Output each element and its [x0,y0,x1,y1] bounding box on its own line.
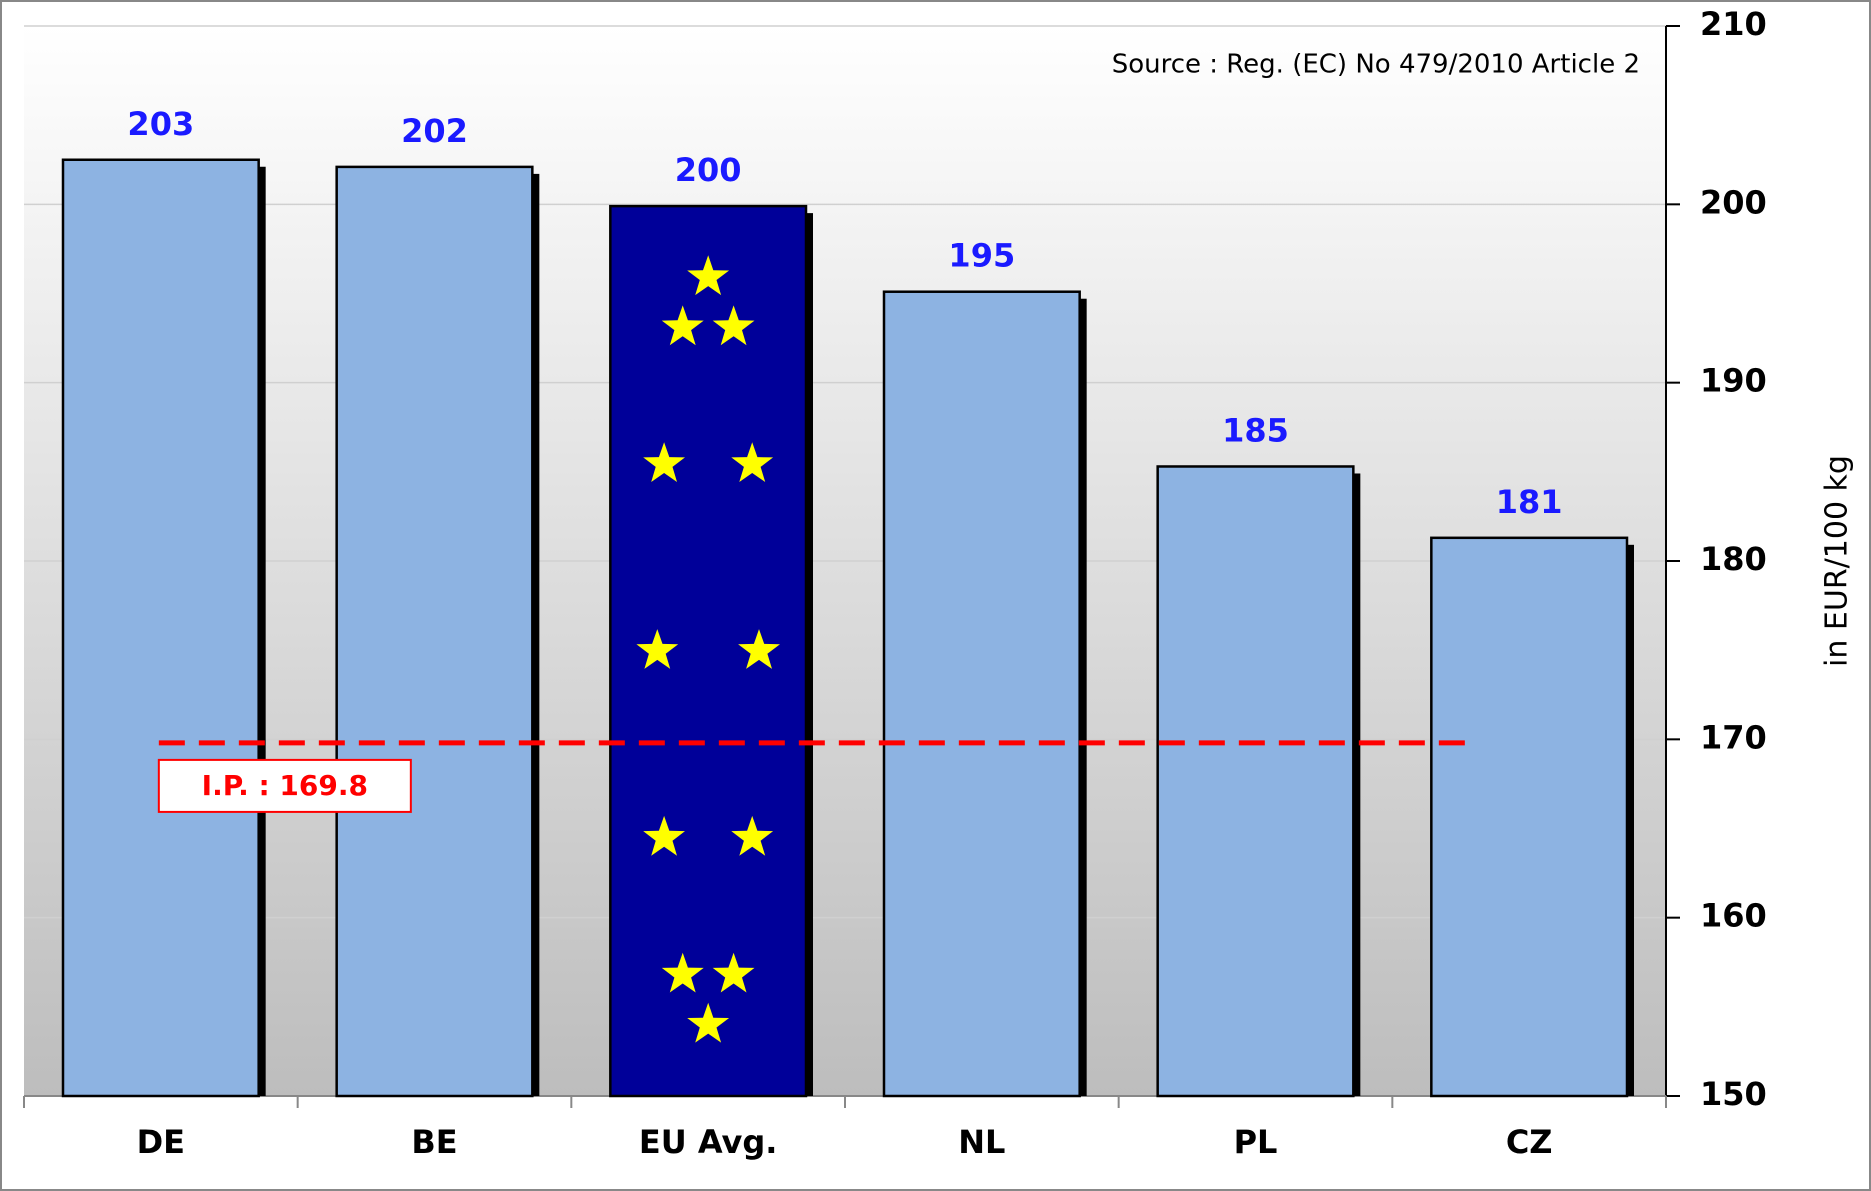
y-tick-label: 200 [1700,183,1767,221]
flag-star [731,815,774,856]
bar [1156,465,1355,1098]
flag-star [738,629,780,669]
flag-star [712,952,755,993]
value-label: 185 [1222,411,1289,449]
flag-star [712,305,755,346]
y-tick-label: 180 [1700,540,1767,578]
bar [335,165,534,1098]
x-tick-label: BE [411,1123,457,1161]
x-tick-label: EU Avg. [639,1123,778,1161]
y-tick-label: 150 [1700,1075,1767,1113]
flag-star [643,815,685,856]
y-tick-label: 210 [1700,5,1767,43]
source-note: Source : Reg. (EC) No 479/2010 Article 2 [1112,50,1640,80]
flag-star [687,255,730,296]
bar [61,158,260,1098]
bar [609,204,808,1098]
bar [882,290,1081,1098]
x-tick-label: CZ [1506,1123,1553,1161]
x-tick-label: PL [1234,1123,1278,1161]
flag-star [661,952,704,993]
x-tick-label: NL [958,1123,1005,1161]
bar [1430,536,1629,1098]
y-tick-label: 190 [1700,362,1767,400]
y-axis-label: in EUR/100 kg [1820,455,1855,667]
x-tick-label: DE [137,1123,185,1161]
flag-star [643,442,685,482]
y-tick-label: 170 [1700,718,1767,756]
flag-star [636,629,679,669]
value-label: 202 [401,112,468,150]
flag-star [731,442,774,482]
eu-flag-stars [636,255,780,1043]
reference-label: I.P. : 169.8 [202,769,368,802]
flag-star [687,1002,730,1043]
value-label: 203 [127,105,194,143]
reference-label-box [157,758,412,813]
flag-star [661,305,704,346]
value-label: 195 [948,237,1015,275]
value-label: 181 [1496,483,1563,521]
value-label: 200 [675,151,742,189]
y-tick-label: 160 [1700,897,1767,935]
